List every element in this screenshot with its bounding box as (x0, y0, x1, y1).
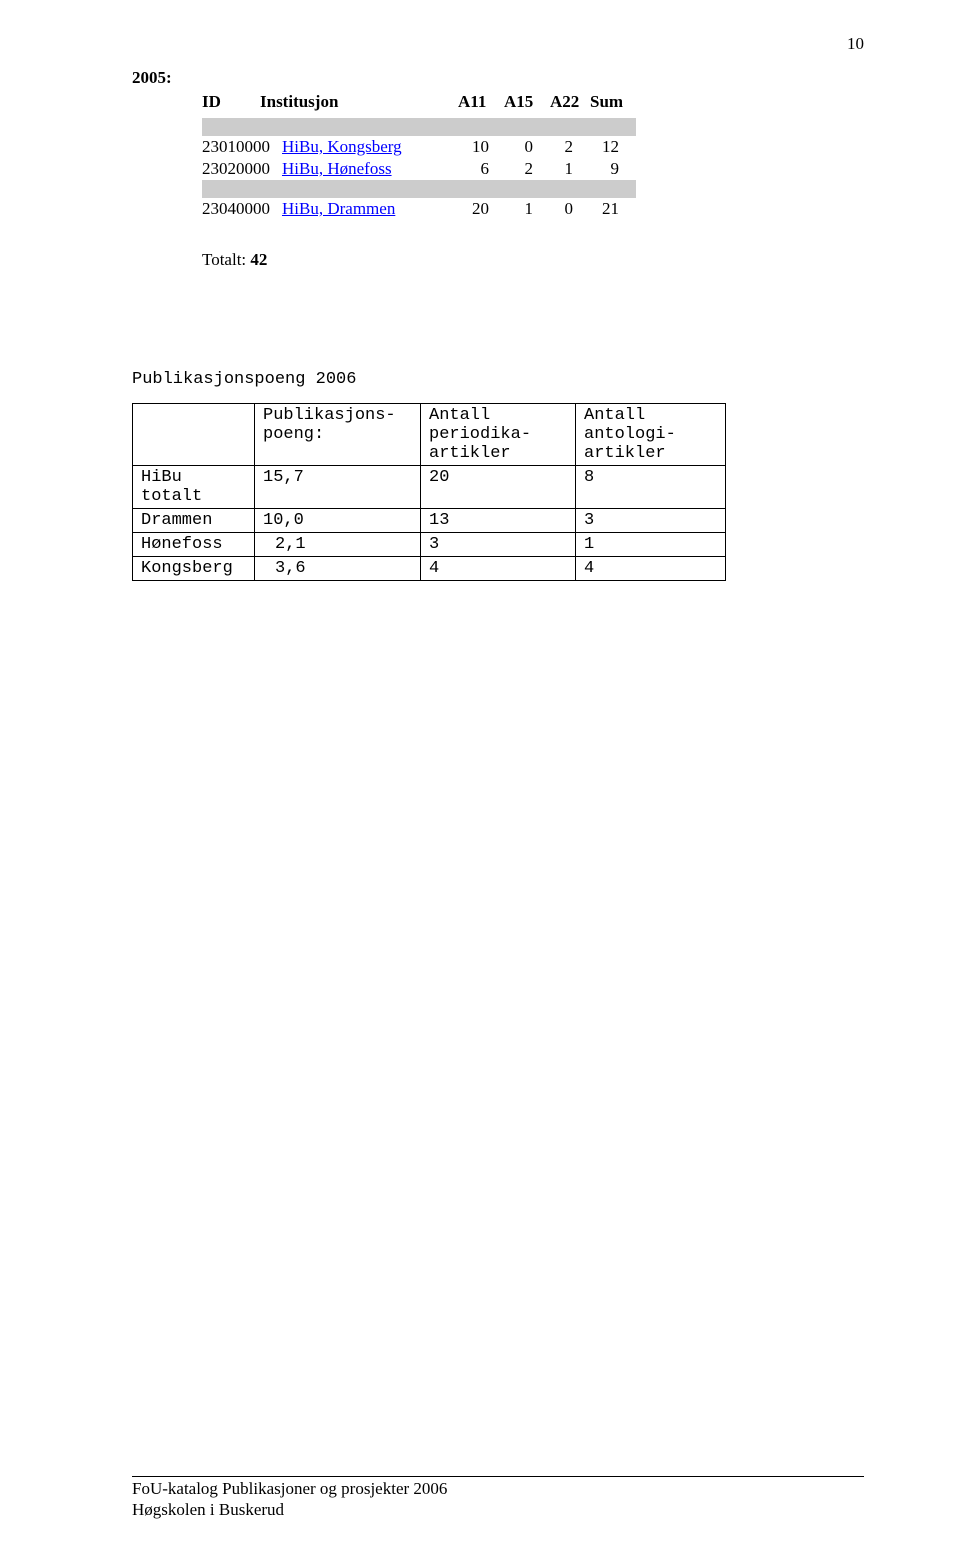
table1-header-row: ID Institusjon A11 A15 A22 Sum (202, 92, 864, 112)
page-number: 10 (847, 34, 864, 54)
cell: 4 (421, 557, 576, 581)
grey-spacer (202, 180, 636, 198)
table2-header: Antallperiodika-artikler (421, 404, 576, 466)
cell-n: 9 (587, 159, 635, 179)
cell-n: 20 (457, 199, 507, 219)
page: 10 2005: ID Institusjon A11 A15 A22 Sum … (0, 0, 960, 1568)
cell-n: 2 (547, 137, 587, 157)
totalt-value: 42 (250, 250, 267, 269)
cell-id: 23040000 (202, 199, 282, 219)
cell-id: 23010000 (202, 137, 282, 157)
institution-link[interactable]: HiBu, Drammen (282, 199, 395, 218)
footer-rule (132, 1476, 864, 1477)
table-row: 23040000 HiBu, Drammen 20 1 0 21 (202, 198, 864, 220)
cell: Hønefoss (133, 533, 255, 557)
cell-n: 12 (587, 137, 635, 157)
table2-header-row: Publikasjons-poeng: Antallperiodika-arti… (133, 404, 726, 466)
table-row: Hønefoss 2,1 3 1 (133, 533, 726, 557)
table-row: 23010000 HiBu, Kongsberg 10 0 2 12 (202, 136, 864, 158)
cell-n: 10 (457, 137, 507, 157)
table2-header: Antallantologi-artikler (576, 404, 726, 466)
section-title: Publikasjonspoeng 2006 (132, 370, 864, 389)
institution-link[interactable]: HiBu, Hønefoss (282, 159, 392, 178)
cell-inst: HiBu, Drammen (282, 199, 457, 219)
table1-header-a15: A15 (504, 92, 550, 112)
totalt-line: Totalt: 42 (202, 250, 864, 270)
table1-header-id: ID (202, 92, 260, 112)
grey-spacer (202, 118, 636, 136)
cell: 10,0 (255, 509, 421, 533)
cell-n: 1 (547, 159, 587, 179)
table1: 23010000 HiBu, Kongsberg 10 0 2 12 23020… (202, 118, 864, 220)
cell-n: 0 (507, 137, 547, 157)
cell: 3 (576, 509, 726, 533)
table1-header-a11: A11 (458, 92, 504, 112)
year-label: 2005: (132, 68, 864, 88)
cell: HiButotalt (133, 466, 255, 509)
cell-n: 21 (587, 199, 635, 219)
table-row: Drammen 10,0 13 3 (133, 509, 726, 533)
footer-line2: Høgskolen i Buskerud (132, 1500, 864, 1520)
table-row: HiButotalt 15,7 20 8 (133, 466, 726, 509)
table-row: Kongsberg 3,6 4 4 (133, 557, 726, 581)
cell: 20 (421, 466, 576, 509)
table2-header (133, 404, 255, 466)
cell-id: 23020000 (202, 159, 282, 179)
cell: 13 (421, 509, 576, 533)
cell-inst: HiBu, Hønefoss (282, 159, 457, 179)
cell-n: 0 (547, 199, 587, 219)
cell: 3 (421, 533, 576, 557)
institution-link[interactable]: HiBu, Kongsberg (282, 137, 402, 156)
totalt-label: Totalt: (202, 250, 250, 269)
footer: FoU-katalog Publikasjoner og prosjekter … (132, 1476, 864, 1520)
cell: 2,1 (255, 533, 421, 557)
table1-header-inst: Institusjon (260, 92, 458, 112)
table-row: 23020000 HiBu, Hønefoss 6 2 1 9 (202, 158, 864, 180)
cell: 4 (576, 557, 726, 581)
cell: 15,7 (255, 466, 421, 509)
cell-inst: HiBu, Kongsberg (282, 137, 457, 157)
footer-line1: FoU-katalog Publikasjoner og prosjekter … (132, 1479, 864, 1499)
cell: Drammen (133, 509, 255, 533)
cell: 3,6 (255, 557, 421, 581)
cell-n: 2 (507, 159, 547, 179)
table1-header-a22: A22 (550, 92, 590, 112)
cell-n: 6 (457, 159, 507, 179)
cell: 8 (576, 466, 726, 509)
table2: Publikasjons-poeng: Antallperiodika-arti… (132, 403, 726, 581)
table1-header-sum: Sum (590, 92, 636, 112)
cell: 1 (576, 533, 726, 557)
cell: Kongsberg (133, 557, 255, 581)
cell-n: 1 (507, 199, 547, 219)
table2-header: Publikasjons-poeng: (255, 404, 421, 466)
